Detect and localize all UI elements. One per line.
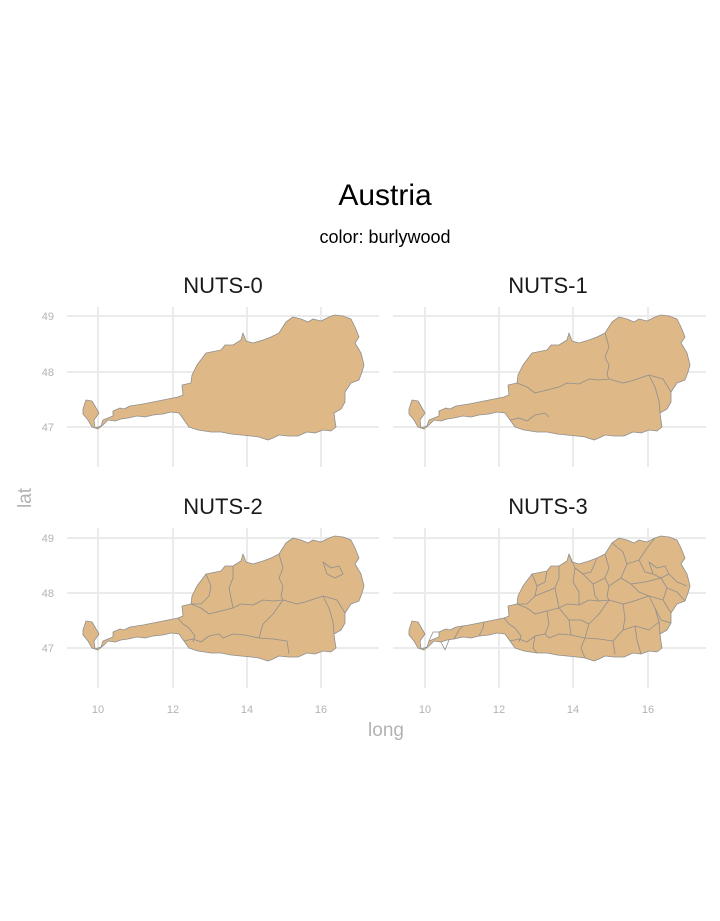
x-axis-title: long xyxy=(368,720,404,741)
austria-nuts-2-map xyxy=(82,535,365,662)
x-tick-label-16: 16 xyxy=(315,704,327,716)
y-axis-title: lat xyxy=(15,487,36,508)
panel-nuts-1 xyxy=(393,307,706,467)
x-tick-label-10: 10 xyxy=(419,704,431,716)
x-tick-label-12: 12 xyxy=(493,704,505,716)
panel-nuts-3 xyxy=(393,528,706,688)
facet-label-nuts-0: NUTS-0 xyxy=(183,273,262,298)
y-tick-label-48: 48 xyxy=(42,588,54,600)
y-tick-label-47: 47 xyxy=(42,422,54,434)
austria-nuts-0-region xyxy=(82,314,365,441)
map-subtitle: color: burlywood xyxy=(319,227,450,247)
x-tick-label-10: 10 xyxy=(92,704,104,716)
x-tick-label-14: 14 xyxy=(567,704,579,716)
y-tick-label-49: 49 xyxy=(42,533,54,545)
y-tick-label-48: 48 xyxy=(42,367,54,379)
facet-label-nuts-1: NUTS-1 xyxy=(508,273,587,298)
y-tick-label-47: 47 xyxy=(42,643,54,655)
facet-label-nuts-3: NUTS-3 xyxy=(508,494,587,519)
austria-nuts-1-map xyxy=(408,314,691,441)
x-tick-label-14: 14 xyxy=(241,704,253,716)
facet-label-nuts-2: NUTS-2 xyxy=(183,494,262,519)
y-tick-label-49: 49 xyxy=(42,311,54,323)
panel-nuts-2 xyxy=(67,528,379,688)
map-title: Austria xyxy=(338,179,432,212)
x-tick-label-16: 16 xyxy=(642,704,654,716)
panel-nuts-0 xyxy=(67,307,379,467)
x-tick-label-12: 12 xyxy=(167,704,179,716)
austria-nuts-3-map xyxy=(408,535,691,662)
